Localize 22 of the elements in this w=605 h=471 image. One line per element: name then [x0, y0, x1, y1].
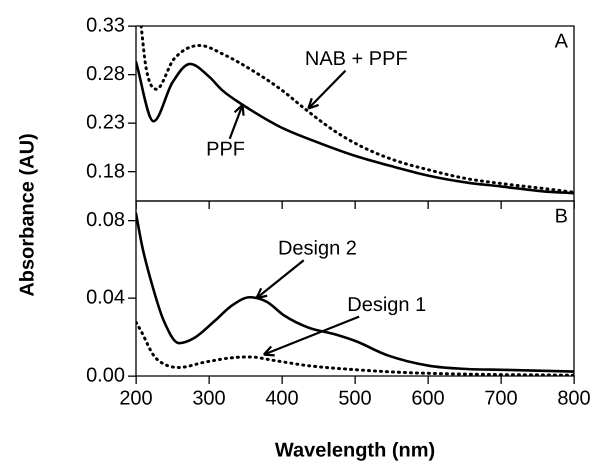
y-tick-label: 0.23 [86, 112, 125, 134]
y-tick-label: 0.04 [86, 286, 125, 309]
y-axis-title: Absorbance (AU) [16, 133, 40, 297]
x-tick-label: 200 [119, 388, 153, 410]
x-tick-label: 400 [265, 388, 299, 410]
y-tick-label: 0.08 [86, 208, 125, 231]
annotation: Design 2 [278, 238, 357, 260]
x-axis-title: Wavelength (nm) [274, 440, 436, 462]
x-tick-label: 500 [338, 388, 372, 410]
annotation: B [554, 206, 568, 228]
annotation: Design 1 [347, 294, 426, 316]
x-tick-label: 800 [557, 388, 591, 410]
x-tick-label: 600 [411, 388, 445, 410]
x-tick-label: 700 [484, 388, 518, 410]
y-tick-label: 0.28 [86, 63, 125, 86]
y-tick-label: 0.00 [86, 364, 125, 387]
annotation: NAB + PPF [304, 48, 408, 70]
y-tick-label: 0.18 [86, 160, 125, 182]
annotation: A [554, 30, 569, 53]
x-tick-label: 300 [192, 388, 226, 410]
y-tick-label: 0.33 [86, 14, 125, 37]
annotation: PPF [206, 138, 246, 160]
